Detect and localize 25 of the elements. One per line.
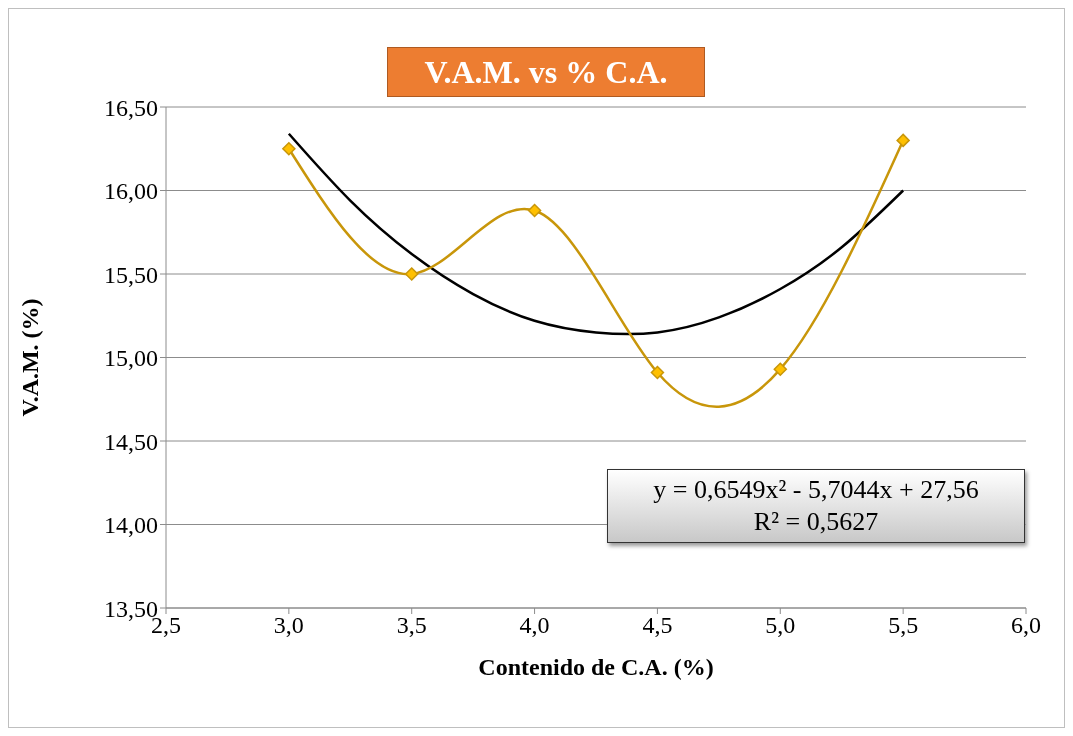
annotation: R² = 0,5627: [752, 506, 880, 538]
y-tick-label: 14,50: [104, 428, 158, 455]
y-tick-label: 15,50: [104, 261, 158, 288]
y-tick-label: 16,50: [104, 94, 158, 121]
x-tick-label: 5,0: [765, 612, 796, 639]
y-tick-label: 16,00: [104, 178, 158, 205]
x-tick-label: 4,0: [519, 612, 550, 639]
x-tick-label: 4,5: [642, 612, 673, 639]
x-tick-label: 3,0: [273, 612, 304, 639]
y-axis-title: V.A.M. (%): [16, 298, 43, 417]
point: [773, 362, 788, 376]
x-axis-title: Contenido de C.A. (%): [478, 654, 714, 680]
point: [650, 365, 665, 380]
point: [404, 267, 419, 281]
point: [527, 203, 542, 218]
y-tick-label: 14,00: [104, 512, 158, 539]
chart-title: V.A.M. vs % C.A.: [387, 47, 705, 97]
point: [282, 142, 296, 156]
x-tick-label: 6,0: [1011, 612, 1041, 639]
x-tick-label: 5,5: [888, 612, 919, 639]
equation-box: y = 0,6549x² - 5,7044x + 27,56 R² = 0,5627: [607, 469, 1025, 543]
y-tick-label: 15,00: [104, 345, 158, 372]
x-tick-label: 3,5: [396, 612, 427, 639]
annotation: y = 0,6549x² - 5,7044x + 27,56: [652, 474, 980, 506]
point: [896, 133, 910, 148]
